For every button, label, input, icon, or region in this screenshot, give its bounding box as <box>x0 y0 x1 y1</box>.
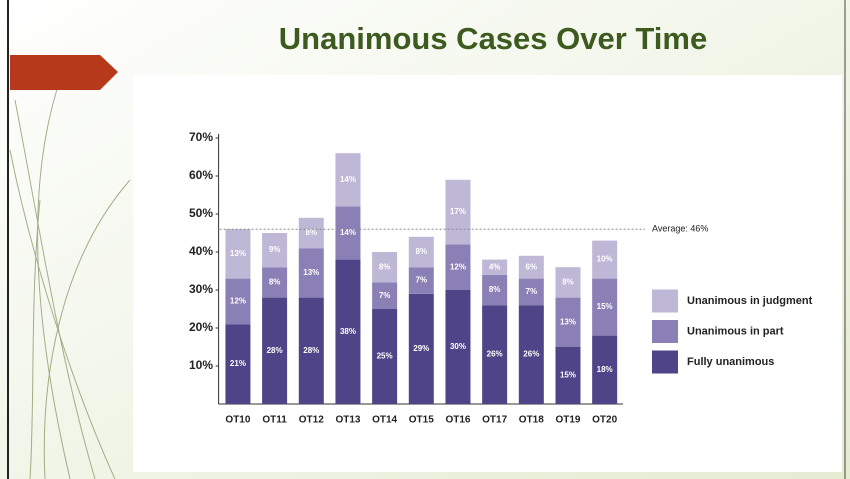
value-label: 15% <box>560 371 576 380</box>
value-label: 8% <box>489 285 501 294</box>
value-label: 8% <box>416 247 428 256</box>
value-label: 8% <box>379 262 391 271</box>
y-tick-label: 70% <box>189 130 213 144</box>
legend-swatch <box>652 351 678 374</box>
value-label: 13% <box>560 317 576 326</box>
value-label: 25% <box>377 352 393 361</box>
value-label: 12% <box>450 262 466 271</box>
slide-title: Unanimous Cases Over Time <box>279 21 707 56</box>
value-label: 8% <box>269 278 281 287</box>
y-tick-label: 60% <box>189 168 213 182</box>
x-tick-label: OT16 <box>445 415 470 426</box>
value-label: 26% <box>487 350 503 359</box>
value-label: 9% <box>269 245 281 254</box>
legend-label: Unanimous in part <box>687 325 784 337</box>
y-tick-label: 50% <box>189 206 213 220</box>
value-label: 30% <box>450 342 466 351</box>
legend-label: Unanimous in judgment <box>687 295 813 307</box>
value-label: 26% <box>523 350 539 359</box>
value-label: 28% <box>267 346 283 355</box>
value-label: 13% <box>230 249 246 258</box>
value-label: 7% <box>416 276 428 285</box>
x-tick-label: OT18 <box>519 415 544 426</box>
value-label: 7% <box>379 291 391 300</box>
value-label: 14% <box>340 175 356 184</box>
y-tick-label: 20% <box>189 320 213 334</box>
value-label: 28% <box>303 346 319 355</box>
y-tick-label: 10% <box>189 358 213 372</box>
value-label: 38% <box>340 327 356 336</box>
x-tick-label: OT10 <box>225 415 250 426</box>
value-label: 21% <box>230 359 246 368</box>
x-tick-label: OT14 <box>372 415 397 426</box>
legend-swatch <box>652 290 678 313</box>
x-tick-label: OT12 <box>299 415 324 426</box>
value-label: 29% <box>413 344 429 353</box>
accent-arrow <box>10 55 118 90</box>
x-tick-label: OT20 <box>592 415 617 426</box>
legend-swatch <box>652 320 678 343</box>
y-tick-label: 40% <box>189 244 213 258</box>
legend-label: Fully unanimous <box>687 356 774 368</box>
value-label: 8% <box>306 228 318 237</box>
value-label: 15% <box>597 302 613 311</box>
value-label: 18% <box>597 365 613 374</box>
value-label: 12% <box>230 297 246 306</box>
page: {"slide_title": "Unanimous Cases Over Ti… <box>0 0 850 479</box>
value-label: 7% <box>526 287 538 296</box>
value-label: 10% <box>597 255 613 264</box>
x-tick-label: OT19 <box>555 415 580 426</box>
value-label: 13% <box>303 268 319 277</box>
x-tick-label: OT11 <box>262 415 287 426</box>
x-tick-label: OT17 <box>482 415 507 426</box>
value-label: 8% <box>562 278 574 287</box>
average-label: Average: 46% <box>652 224 708 234</box>
x-tick-label: OT13 <box>335 415 360 426</box>
value-label: 6% <box>526 262 538 271</box>
y-tick-label: 30% <box>189 282 213 296</box>
value-label: 4% <box>489 262 501 271</box>
slide: Unanimous Cases Over Time 10% 20% 30% 40% 50… <box>0 0 850 479</box>
x-tick-label: OT15 <box>409 415 434 426</box>
value-label: 17% <box>450 207 466 216</box>
